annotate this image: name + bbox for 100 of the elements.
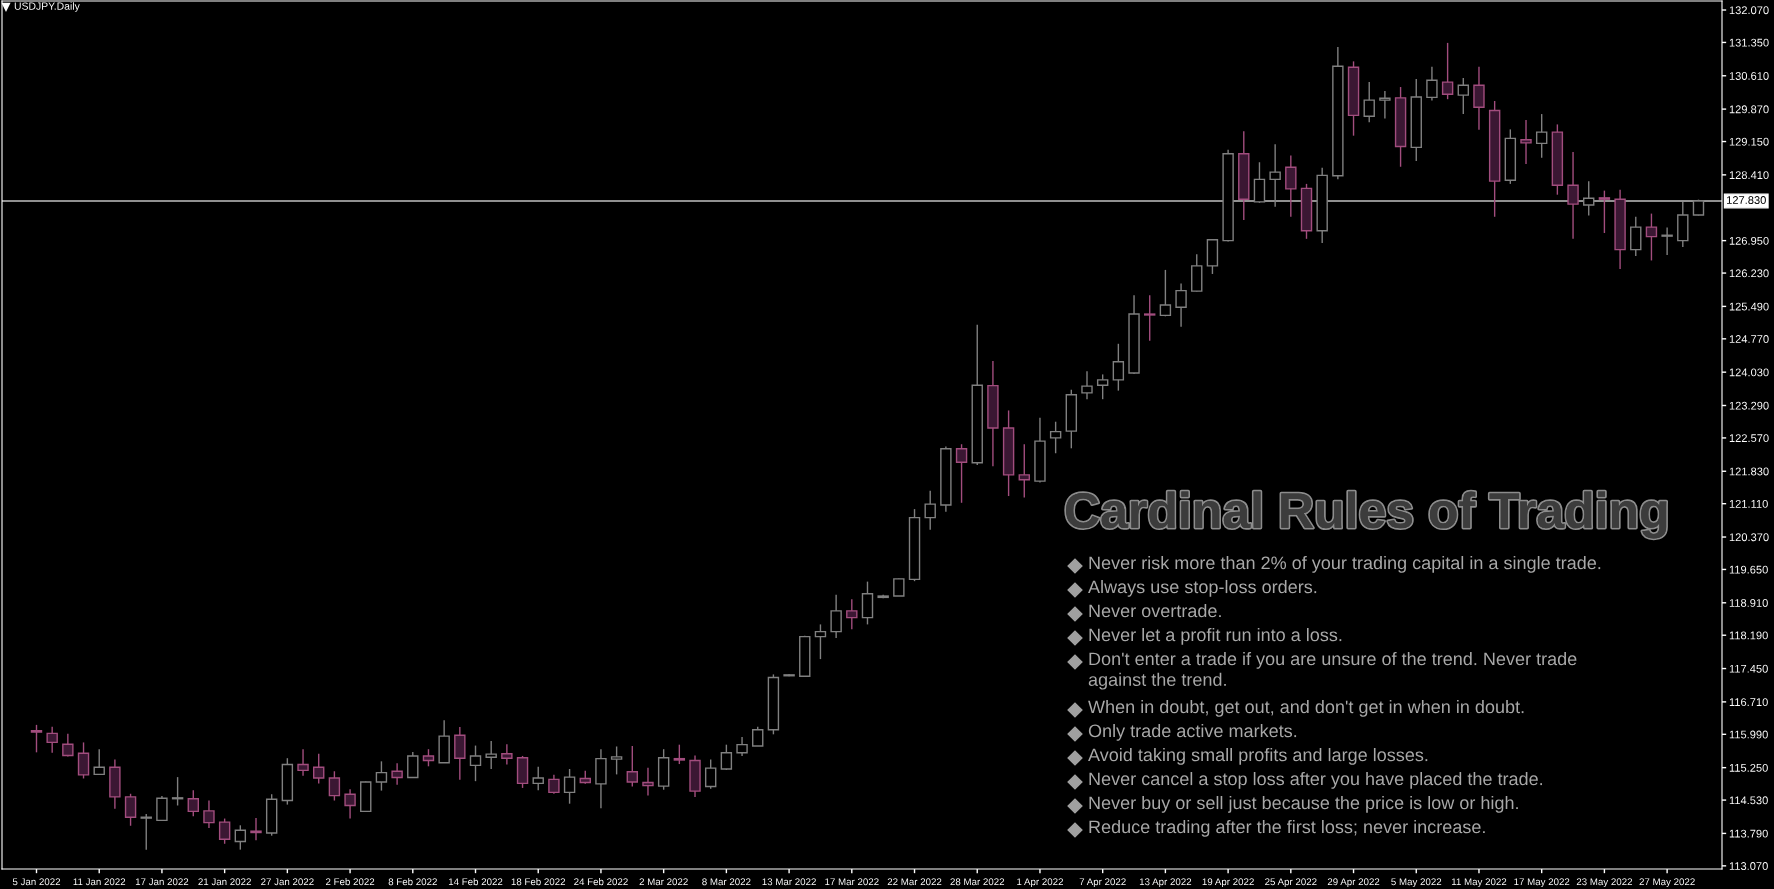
annotation: Never buy or sell just because the price is low or high. — [1089, 796, 1518, 813]
y-tick-label: 126.230 — [1729, 269, 1769, 278]
y-tick-label: 119.650 — [1729, 565, 1768, 574]
y-tick-label: 132.070 — [1729, 6, 1769, 15]
candlestick — [1661, 226, 1673, 256]
y-tick-label: 124.030 — [1729, 368, 1769, 377]
annotation: Never let a profit run into a loss. — [1089, 628, 1342, 645]
candlestick — [469, 744, 482, 782]
x-tick-label: 13 Apr 2022 — [1139, 878, 1192, 888]
x-tick-label: 23 May 2022 — [1576, 878, 1633, 888]
x-tick-label: 24 Feb 2022 — [574, 878, 628, 886]
candlestick — [187, 789, 199, 817]
candlestick — [814, 623, 827, 660]
candlestick — [532, 766, 544, 791]
candlestick — [1441, 42, 1454, 100]
x-tick-label: 14 Feb 2022 — [448, 878, 503, 886]
candlestick — [1018, 443, 1030, 499]
candlestick — [297, 748, 309, 777]
annotation: Reduce trading after the first loss; never increase. — [1089, 820, 1485, 837]
x-tick-label: 2 Feb 2022 — [325, 878, 375, 886]
x-tick-label: 17 Mar 2022 — [825, 878, 879, 886]
x-tick-label: 11 May 2022 — [1451, 878, 1507, 888]
candlestick — [1457, 77, 1470, 115]
candlestick — [1081, 370, 1093, 400]
y-tick-label: 126.950 — [1729, 236, 1769, 245]
y-tick-label: 124.770 — [1729, 335, 1769, 343]
candlestick — [955, 443, 968, 504]
x-tick-label: 5 Jan 2022 — [12, 878, 61, 886]
candlestick — [1567, 151, 1579, 240]
candlestick — [93, 748, 105, 776]
candlestick — [328, 770, 341, 802]
candlestick — [344, 788, 356, 820]
x-tick-label: 2 Mar 2022 — [639, 878, 688, 886]
candlestick — [485, 740, 497, 770]
candlestick — [924, 489, 936, 531]
annotation: Never cancel a stop loss after you have placed the trade. — [1089, 772, 1543, 789]
candlestick — [736, 736, 748, 757]
annotation: Don't enter a trade if you are unsure of the trend. Never trade against the trend. — [1088, 652, 1577, 690]
candlestick — [234, 824, 247, 851]
candlestick — [610, 745, 623, 776]
candlestick — [1253, 161, 1266, 204]
annotation: Always use stop-loss orders. — [1088, 580, 1317, 597]
x-tick-label: 25 Apr 2022 — [1265, 878, 1317, 888]
annotation: Avoid taking small profits and large losses. — [1088, 748, 1428, 765]
x-tick-label: 8 Feb 2022 — [388, 878, 437, 886]
y-tick-label: 128.410 — [1729, 171, 1769, 180]
candlestick — [77, 741, 90, 780]
candlestick — [1535, 113, 1548, 159]
candlestick — [454, 726, 466, 781]
y-tick-label: 113.070 — [1729, 862, 1768, 870]
x-tick-label: 7 Apr 2022 — [1079, 878, 1126, 888]
candlestick — [1175, 282, 1187, 328]
y-tick-label: 116.710 — [1729, 698, 1768, 707]
candlestick — [250, 817, 262, 841]
x-tick-label: 22 Mar 2022 — [887, 878, 942, 886]
candlestick — [391, 762, 403, 786]
annotation: Never risk more than 2% of your trading capital in a single trade. — [1089, 556, 1601, 573]
candlestick — [846, 598, 858, 631]
candlestick — [626, 745, 639, 788]
y-tick-label: 125.490 — [1729, 302, 1769, 311]
x-tick-label: 18 Feb 2022 — [511, 878, 566, 886]
candlestick — [1285, 154, 1297, 218]
candlestick — [501, 743, 513, 766]
candlestick — [313, 752, 325, 785]
annotation: Only trade active markets. — [1088, 724, 1297, 741]
candlestick — [1630, 216, 1642, 257]
y-tick-label: 118.190 — [1729, 631, 1768, 640]
x-tick-label: 11 Jan 2022 — [73, 878, 126, 886]
y-tick-label: 130.610 — [1729, 72, 1769, 80]
candlestick — [1096, 373, 1109, 400]
candlestick — [156, 795, 168, 822]
y-tick-label: 118.910 — [1729, 599, 1768, 607]
candlestick — [548, 774, 560, 795]
x-tick-label: 27 Jan 2022 — [261, 878, 314, 886]
y-tick-label: 114.530 — [1729, 796, 1768, 805]
annotation: Never overtrade. — [1089, 604, 1221, 618]
candlestick — [861, 580, 874, 626]
candlestick — [830, 593, 842, 639]
candlestick — [1379, 90, 1391, 120]
candlestick — [704, 758, 717, 790]
x-tick-label: 28 Mar 2022 — [950, 878, 1005, 886]
candlestick — [1112, 343, 1125, 392]
candlestick — [140, 813, 152, 851]
y-tick-label: 115.250 — [1729, 763, 1768, 772]
x-tick-label: 8 Mar 2022 — [702, 878, 751, 886]
chart-title: USDJPY.Daily — [14, 2, 80, 12]
candlestick — [1049, 421, 1062, 454]
candlestick — [171, 776, 184, 807]
x-tick-label: 13 Mar 2022 — [762, 878, 816, 886]
candlestick — [1473, 66, 1485, 131]
y-tick-label: 129.870 — [1729, 105, 1769, 114]
candlestick — [407, 751, 419, 779]
x-tick-label: 19 Apr 2022 — [1202, 878, 1254, 888]
annotation: Cardinal Rules of Trading — [1066, 491, 1667, 539]
ref-line-label: 127.830 — [1727, 196, 1766, 204]
candlestick — [124, 793, 137, 827]
candlestick — [30, 724, 43, 754]
x-tick-label: 17 Jan 2022 — [135, 878, 189, 886]
candlestick — [1583, 180, 1595, 217]
x-tick-label: 27 May 2022 — [1639, 878, 1695, 888]
